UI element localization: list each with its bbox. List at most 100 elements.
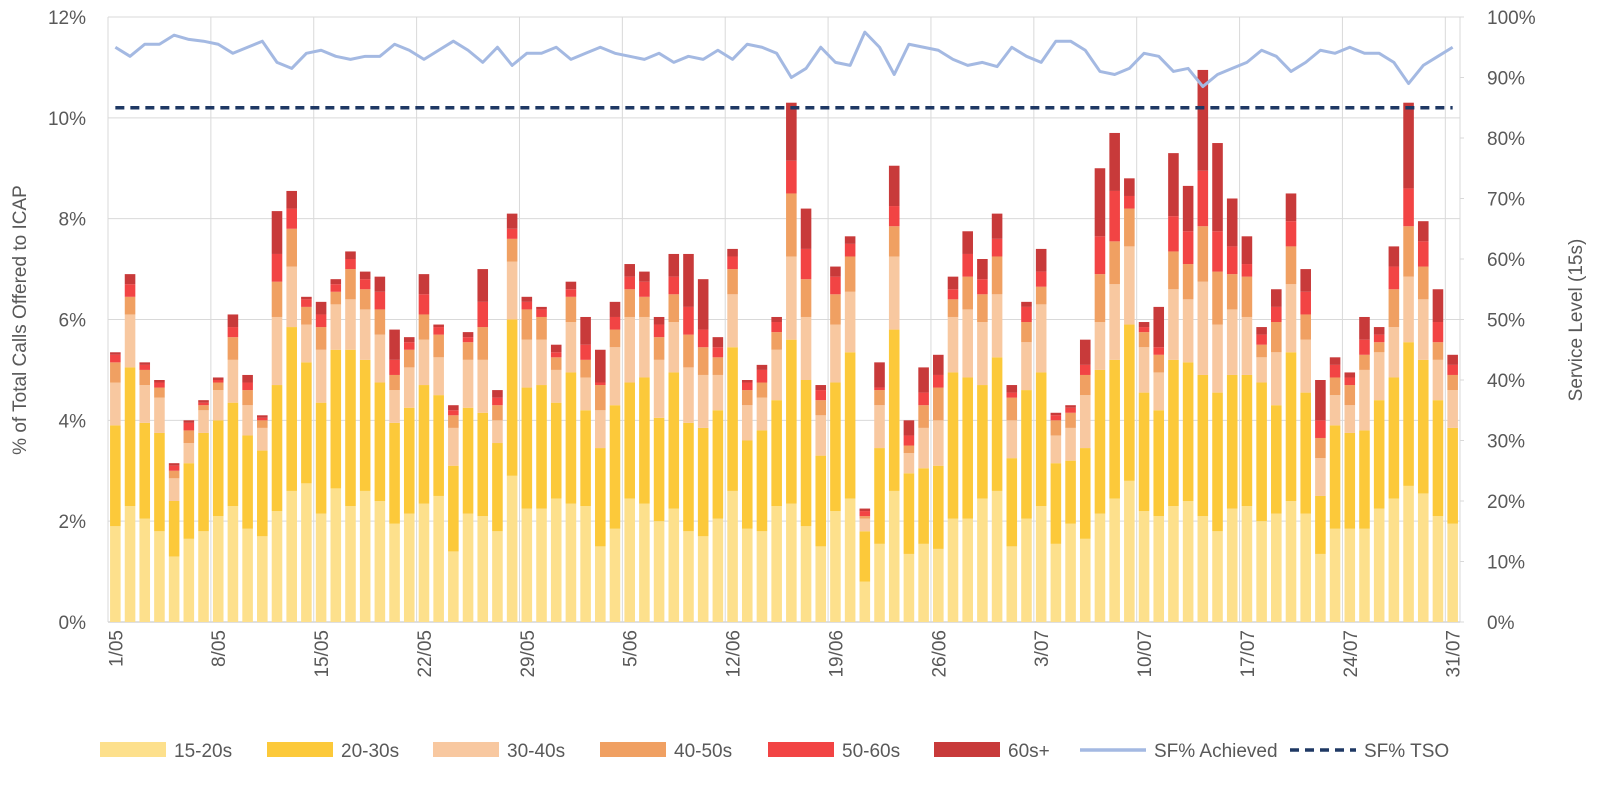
bar-segment (271, 281, 283, 317)
bar-segment (815, 385, 827, 391)
bar-segment (198, 531, 209, 622)
bar-segment (227, 359, 239, 403)
bar-segment (1300, 339, 1311, 393)
y2-tick-label: 60% (1487, 250, 1525, 271)
y-axis-title: % of Total Calls Offered to ICAP (10, 185, 31, 455)
bar-segment (536, 385, 547, 509)
x-tick-label: 10/07 (1135, 630, 1156, 678)
bar-segment (800, 316, 812, 380)
bar-segment (947, 372, 959, 519)
legend-label: SF% Achieved (1154, 741, 1278, 762)
bar-segment (389, 374, 400, 391)
bar-segment (962, 276, 973, 310)
legend-swatch (768, 742, 834, 757)
bar-segment (286, 208, 297, 229)
bar-segment (1271, 405, 1282, 514)
bar-segment (903, 435, 915, 446)
bar-segment (918, 392, 929, 406)
bar-segment (1300, 314, 1311, 340)
bar-segment (1388, 246, 1400, 267)
bar-segment (110, 352, 121, 355)
line-series (114, 30, 1454, 89)
y-tick-label: 12% (48, 8, 86, 29)
bar-segment (315, 301, 327, 315)
bar-segment (242, 390, 253, 406)
bar-segment (741, 380, 753, 383)
bar-segment (1373, 400, 1385, 509)
bar-segment (991, 357, 1003, 491)
bar-segment (418, 314, 430, 340)
bar-segment (727, 248, 738, 257)
bar-segment (359, 271, 371, 280)
bar-segment (712, 357, 724, 375)
bar-segment (462, 513, 474, 622)
bar-segment (198, 432, 209, 532)
bar-segment (183, 420, 195, 423)
bar-segment (800, 279, 812, 317)
bar-segment (1226, 309, 1238, 375)
bar-segment (1359, 339, 1370, 355)
bar-segment (124, 314, 136, 368)
bar-segment (830, 266, 841, 277)
bar-segment (1168, 506, 1179, 622)
bar-segment (1109, 284, 1120, 360)
legend-label: 60s+ (1008, 741, 1050, 762)
bar-segment (550, 357, 562, 370)
bar-segment (1050, 463, 1062, 544)
bar-segment (110, 382, 121, 426)
legend-label: 15-20s (174, 741, 232, 762)
bar-segment (1344, 372, 1356, 378)
bar-segment (1079, 395, 1091, 449)
bar-segment (815, 546, 827, 622)
bar-segment (1344, 432, 1356, 529)
bar-segment (168, 556, 180, 622)
bar-segment (271, 211, 283, 254)
y2-tick-label: 10% (1487, 553, 1525, 574)
bar-segment (771, 506, 782, 622)
bar-segment (154, 387, 165, 398)
x-tick-label: 12/06 (724, 630, 745, 678)
bar-segment (712, 410, 724, 519)
bar-segment (1050, 543, 1062, 622)
bar-segment (624, 276, 635, 290)
bar-segment (1315, 380, 1326, 421)
bar-segment (756, 369, 768, 383)
bar-segment (301, 362, 312, 484)
bar-segment (1212, 231, 1223, 272)
bar-segment (668, 294, 680, 323)
bar-segment (771, 316, 782, 323)
bar-segment (668, 508, 680, 622)
bar-segment (242, 435, 253, 529)
bar-segment (359, 490, 371, 622)
bar-segment (1344, 385, 1356, 406)
bar-segment (977, 385, 988, 499)
bar-segment (212, 382, 224, 391)
bar-segment (183, 422, 195, 431)
bar-segment (874, 448, 885, 544)
y2-tick-label: 50% (1487, 311, 1525, 332)
bar-segment (962, 518, 973, 622)
bar-segment (286, 228, 297, 267)
bar-segment (433, 327, 444, 335)
bar-segment (389, 390, 400, 423)
bar-segment (536, 339, 547, 386)
bar-segment (888, 329, 900, 491)
bar-segment (257, 427, 268, 451)
bar-segment (1241, 236, 1253, 265)
bar-segment (330, 349, 342, 489)
bar-segment (1447, 427, 1458, 524)
bar-segment (433, 395, 444, 496)
bar-segment (315, 327, 327, 350)
bar-segment (771, 400, 782, 507)
bar-segment (859, 518, 871, 532)
bar-segment (1182, 362, 1194, 501)
bar-segment (374, 334, 386, 383)
bar-segment (1197, 69, 1209, 171)
bar-segment (1315, 420, 1326, 438)
bar-segment (639, 281, 650, 297)
bar-segment (389, 359, 400, 375)
bar-segment (933, 465, 944, 549)
bar-segment (506, 213, 518, 229)
bar-segment (1359, 316, 1370, 340)
bar-segment (1315, 458, 1326, 496)
